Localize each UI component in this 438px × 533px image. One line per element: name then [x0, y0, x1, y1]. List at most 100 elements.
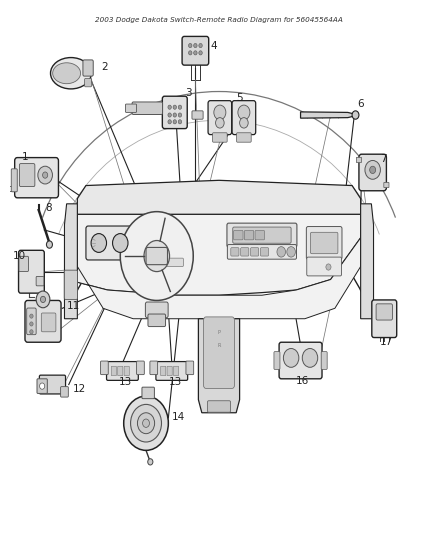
FancyBboxPatch shape [208, 101, 232, 135]
Ellipse shape [50, 58, 91, 89]
FancyBboxPatch shape [36, 277, 44, 286]
Circle shape [42, 172, 48, 178]
FancyBboxPatch shape [156, 361, 187, 381]
Circle shape [30, 330, 33, 334]
Text: 1: 1 [21, 152, 28, 162]
FancyBboxPatch shape [255, 230, 265, 240]
Circle shape [199, 51, 202, 55]
FancyBboxPatch shape [27, 308, 36, 335]
Circle shape [168, 113, 171, 117]
Circle shape [277, 247, 286, 257]
FancyBboxPatch shape [244, 230, 254, 240]
Text: 14: 14 [172, 412, 185, 422]
Polygon shape [78, 180, 360, 214]
Circle shape [39, 383, 45, 389]
FancyBboxPatch shape [15, 158, 58, 198]
FancyBboxPatch shape [162, 96, 187, 128]
Circle shape [302, 349, 318, 367]
Circle shape [215, 118, 224, 128]
Circle shape [148, 459, 153, 465]
Text: 3: 3 [185, 87, 191, 98]
Circle shape [194, 51, 197, 55]
Circle shape [38, 166, 53, 184]
FancyBboxPatch shape [376, 304, 392, 320]
FancyBboxPatch shape [142, 387, 155, 399]
Text: 13: 13 [168, 377, 182, 387]
Polygon shape [78, 238, 360, 319]
FancyBboxPatch shape [232, 101, 256, 135]
Circle shape [178, 105, 182, 109]
Circle shape [168, 105, 171, 109]
FancyBboxPatch shape [359, 154, 386, 191]
FancyBboxPatch shape [148, 314, 166, 327]
FancyBboxPatch shape [372, 300, 397, 337]
Text: 16: 16 [296, 376, 310, 386]
FancyBboxPatch shape [118, 366, 123, 376]
Text: 7: 7 [380, 155, 387, 164]
Circle shape [113, 233, 128, 253]
FancyBboxPatch shape [192, 111, 203, 119]
FancyBboxPatch shape [321, 352, 327, 369]
FancyBboxPatch shape [145, 302, 168, 318]
Circle shape [214, 105, 226, 120]
Circle shape [194, 44, 197, 47]
FancyBboxPatch shape [307, 257, 342, 276]
FancyBboxPatch shape [231, 248, 239, 256]
FancyBboxPatch shape [161, 366, 166, 376]
Circle shape [124, 396, 168, 450]
FancyBboxPatch shape [237, 133, 251, 142]
FancyBboxPatch shape [111, 366, 117, 376]
FancyBboxPatch shape [306, 227, 342, 260]
FancyBboxPatch shape [37, 379, 47, 393]
FancyBboxPatch shape [125, 104, 137, 112]
Polygon shape [360, 204, 374, 319]
FancyBboxPatch shape [19, 256, 28, 271]
Circle shape [283, 349, 299, 367]
Ellipse shape [53, 63, 81, 84]
FancyBboxPatch shape [150, 361, 158, 375]
FancyBboxPatch shape [18, 251, 44, 293]
Circle shape [178, 120, 182, 124]
FancyBboxPatch shape [274, 352, 280, 369]
FancyBboxPatch shape [233, 230, 243, 240]
FancyBboxPatch shape [39, 375, 66, 394]
Circle shape [143, 419, 149, 427]
FancyBboxPatch shape [311, 232, 338, 254]
Text: 12: 12 [73, 384, 86, 394]
FancyBboxPatch shape [204, 317, 234, 389]
FancyBboxPatch shape [101, 361, 108, 375]
FancyBboxPatch shape [167, 366, 172, 376]
Circle shape [91, 233, 106, 253]
Text: 8: 8 [45, 203, 52, 213]
Polygon shape [78, 214, 360, 295]
Circle shape [173, 120, 177, 124]
FancyBboxPatch shape [186, 361, 194, 375]
Text: R: R [217, 343, 221, 349]
Text: 11: 11 [67, 301, 80, 311]
Text: 6: 6 [357, 99, 364, 109]
Text: 2003 Dodge Dakota Switch-Remote Radio Diagram for 56045564AA: 2003 Dodge Dakota Switch-Remote Radio Di… [95, 17, 343, 23]
FancyBboxPatch shape [261, 248, 268, 256]
FancyBboxPatch shape [384, 182, 389, 188]
Circle shape [131, 405, 162, 442]
Circle shape [370, 166, 376, 174]
Polygon shape [198, 319, 240, 413]
FancyBboxPatch shape [64, 270, 78, 300]
Circle shape [138, 413, 155, 434]
FancyBboxPatch shape [208, 401, 230, 412]
Text: 17: 17 [380, 337, 393, 347]
Circle shape [287, 247, 295, 257]
Circle shape [188, 44, 192, 47]
Circle shape [144, 240, 170, 272]
Text: 2: 2 [101, 62, 108, 72]
FancyBboxPatch shape [146, 247, 167, 265]
Circle shape [240, 118, 248, 128]
FancyBboxPatch shape [357, 157, 361, 163]
FancyBboxPatch shape [227, 245, 297, 259]
FancyBboxPatch shape [251, 248, 259, 256]
Circle shape [173, 113, 177, 117]
FancyBboxPatch shape [182, 36, 208, 65]
Circle shape [46, 241, 53, 248]
Circle shape [178, 113, 182, 117]
Circle shape [36, 291, 50, 308]
